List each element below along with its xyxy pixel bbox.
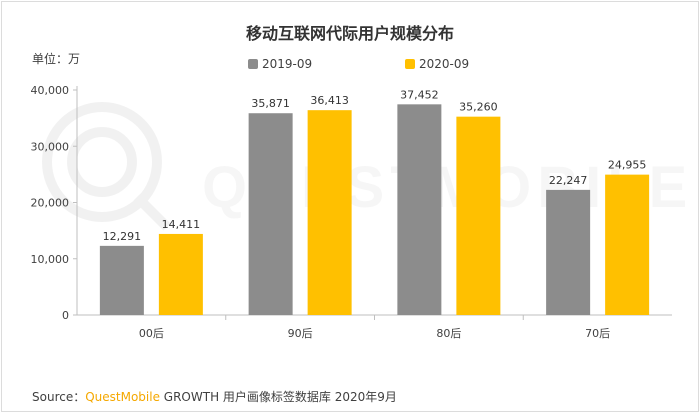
- legend-swatch-2020: [405, 59, 415, 69]
- legend-item-2020: 2020-09: [405, 57, 469, 71]
- category-label: 70后: [585, 327, 610, 340]
- legend: 2019-09 2020-09: [2, 57, 698, 73]
- legend-label-2020: 2020-09: [419, 57, 470, 71]
- legend-label-2019: 2019-09: [262, 57, 313, 71]
- data-label: 12,291: [103, 230, 142, 243]
- y-tick-label: 20,000: [31, 197, 70, 210]
- data-label: 24,955: [608, 159, 647, 172]
- data-label: 22,247: [549, 174, 588, 187]
- data-label: 14,411: [162, 218, 201, 231]
- y-tick-label: 0: [62, 309, 69, 322]
- bar-2019-09-80后: [397, 104, 442, 316]
- data-label: 37,452: [400, 88, 439, 101]
- y-tick-label: 30,000: [31, 140, 70, 153]
- chart-title: 移动互联网代际用户规模分布: [245, 24, 454, 43]
- category-label: 80后: [436, 327, 461, 340]
- category-label: 90后: [288, 327, 313, 340]
- bar-2020-09-00后: [158, 233, 203, 315]
- legend-item-2019: 2019-09: [248, 57, 312, 71]
- bar-2019-09-90后: [248, 113, 293, 316]
- legend-swatch-2019: [248, 59, 258, 69]
- data-label: 36,413: [310, 94, 349, 107]
- unit-label: 单位：万: [32, 52, 81, 66]
- bar-2019-09-70后: [546, 189, 591, 315]
- bar-2020-09-80后: [456, 116, 501, 315]
- bar-2020-09-70后: [605, 174, 650, 315]
- source-note: Source：QuestMobile GROWTH 用户画像标签数据库 2020…: [32, 388, 397, 405]
- bar-chart: 0 10,000 20,000 30,000 40,000 12,291 14,411 00后…: [31, 84, 672, 340]
- source-rest: GROWTH 用户画像标签数据库 2020年9月: [159, 390, 397, 404]
- source-prefix: Source：: [32, 390, 86, 404]
- y-tick-label: 40,000: [31, 84, 70, 97]
- data-label: 35,871: [251, 97, 290, 110]
- y-tick-label: 10,000: [31, 253, 70, 266]
- bar-2019-09-00后: [99, 245, 144, 315]
- category-label: 00后: [139, 327, 164, 340]
- bar-2020-09-90后: [307, 110, 352, 315]
- data-label: 35,260: [459, 101, 498, 114]
- source-brand: QuestMobile: [85, 390, 160, 404]
